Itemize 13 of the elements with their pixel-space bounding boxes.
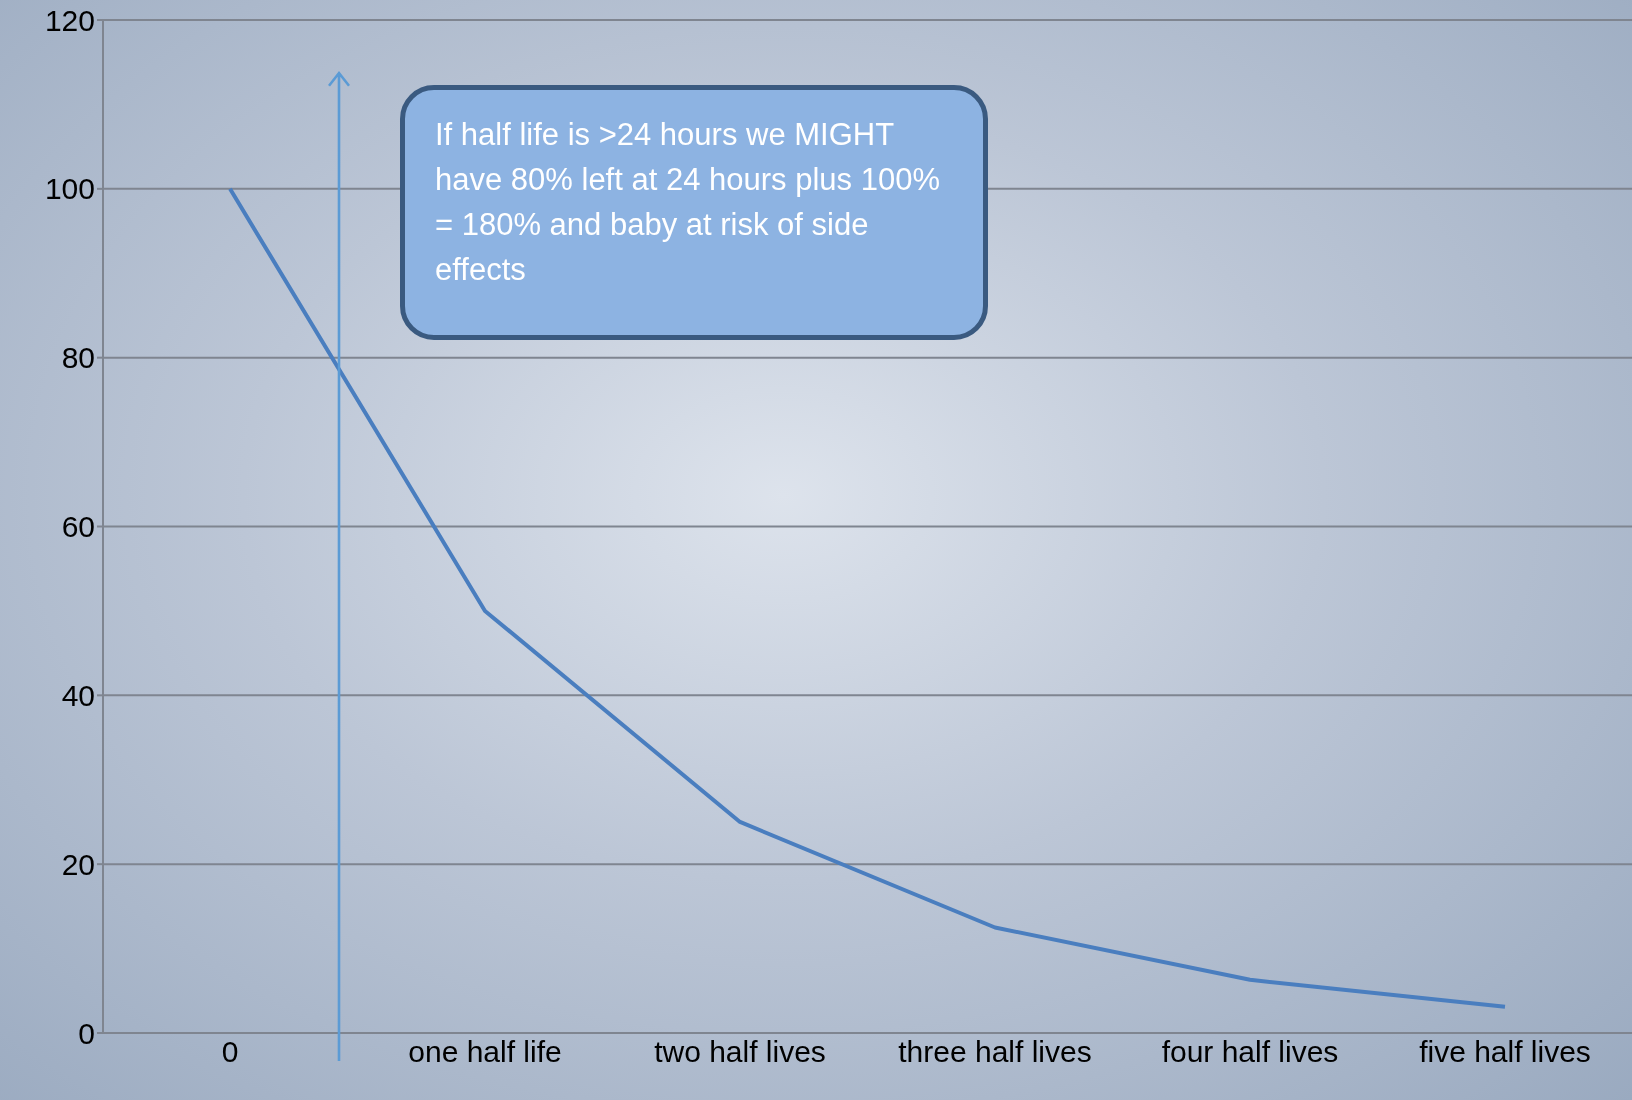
y-tick-label: 100 (44, 172, 95, 206)
y-tick-label: 60 (61, 510, 95, 544)
x-tick-label: five half lives (1419, 1035, 1591, 1069)
y-tick-label: 20 (61, 847, 95, 881)
y-tick-label: 40 (61, 678, 95, 712)
x-tick-label: one half life (408, 1035, 562, 1069)
x-tick-label: 0 (221, 1035, 239, 1069)
x-tick-label: three half lives (898, 1035, 1092, 1069)
x-tick-label: two half lives (654, 1035, 826, 1069)
y-tick-label: 120 (44, 3, 95, 37)
y-tick-label: 80 (61, 341, 95, 375)
x-tick-label: four half lives (1161, 1035, 1339, 1069)
callout-box: If half life is >24 hours we MIGHT have 80% left at 24 hours plus 100% = 180% and baby at risk of side effects (400, 85, 988, 340)
